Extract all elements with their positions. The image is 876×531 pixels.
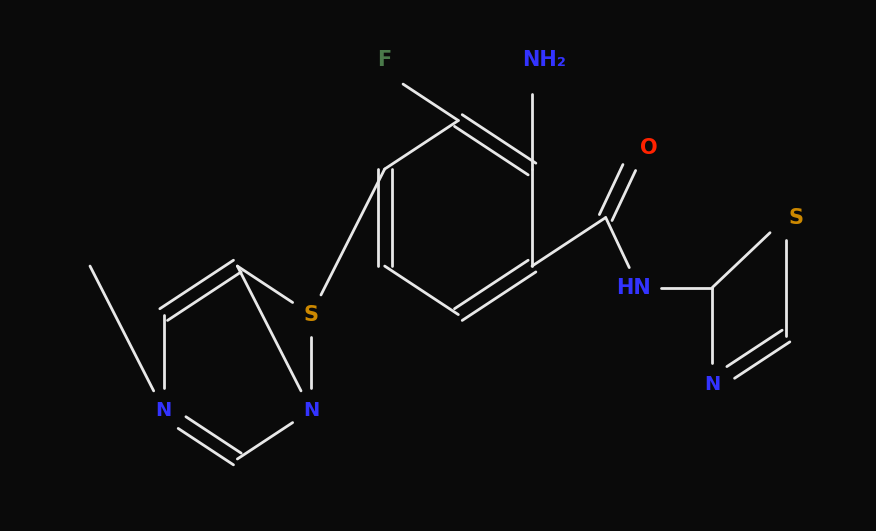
Text: N: N: [704, 375, 720, 394]
Text: S: S: [303, 305, 319, 324]
Text: S: S: [788, 208, 803, 228]
Text: F: F: [378, 50, 392, 70]
Text: O: O: [639, 138, 658, 158]
Text: NH₂: NH₂: [522, 50, 566, 70]
Text: HN: HN: [617, 278, 651, 297]
Text: N: N: [156, 401, 172, 420]
Text: N: N: [303, 401, 319, 420]
